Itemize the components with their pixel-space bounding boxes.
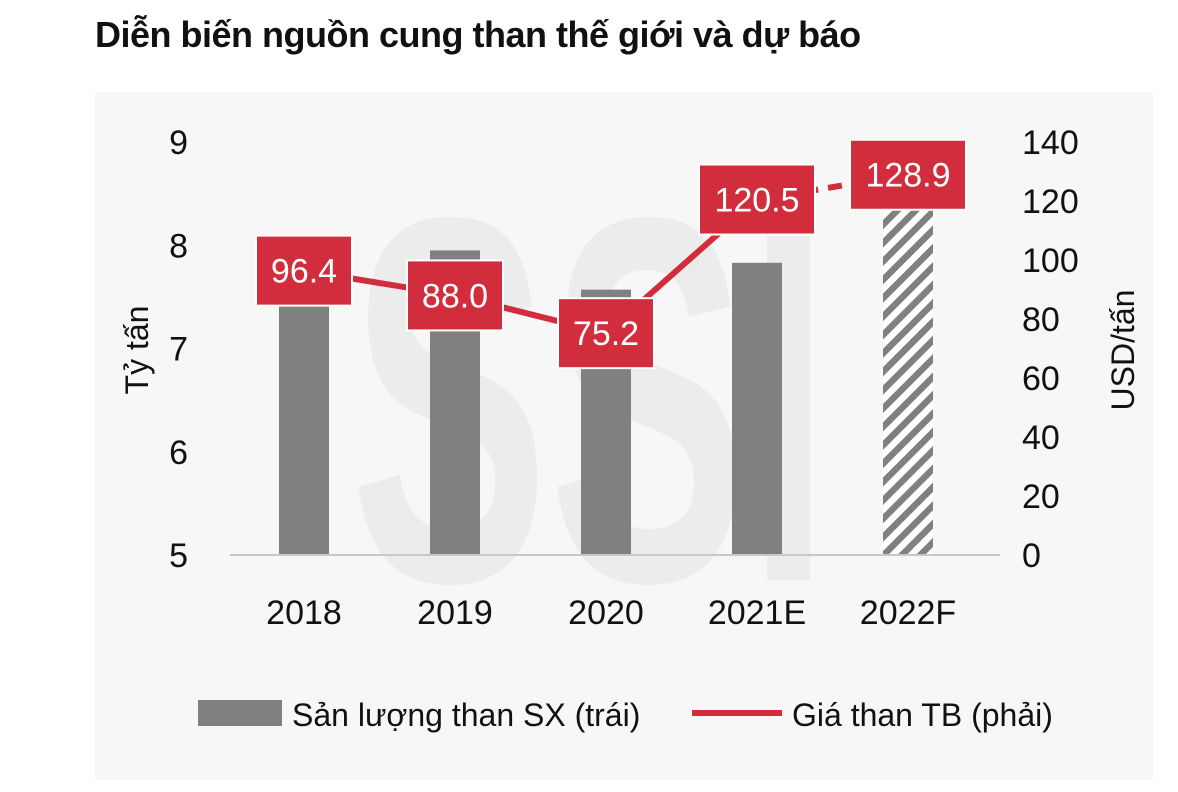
- left-tick-label: 7: [169, 331, 188, 369]
- data-label-box: [849, 138, 967, 211]
- x-tick-label: 2021E: [708, 594, 806, 632]
- right-tick-label: 140: [1022, 124, 1079, 162]
- x-tick-label: 2022F: [860, 594, 956, 632]
- x-tick-label: 2020: [568, 594, 644, 632]
- data-label: 96.4: [271, 253, 337, 291]
- right-tick-label: 20: [1022, 478, 1060, 516]
- x-axis-ticks: 2018 2019 2020 2021E 2022F: [266, 594, 956, 632]
- right-tick-label: 40: [1022, 419, 1060, 457]
- legend-line-label: Giá than TB (phải): [792, 697, 1053, 733]
- data-label: 75.2: [573, 315, 639, 353]
- chart-title: Diễn biến nguồn cung than thế giới và dự…: [95, 14, 861, 55]
- legend-bar-label: Sản lượng than SX (trái): [292, 697, 640, 733]
- data-label: 120.5: [714, 182, 799, 220]
- bar-series: [279, 201, 933, 555]
- line-series: 96.4 88.0 75.2 120.5 128.9: [255, 138, 967, 370]
- left-axis-ticks: 9 8 7 6 5: [169, 124, 188, 575]
- left-axis-title: Tỷ tấn: [119, 306, 155, 395]
- legend-bar-swatch: [198, 700, 282, 726]
- data-label-box: [255, 234, 353, 307]
- right-tick-label: 60: [1022, 360, 1060, 398]
- right-tick-label: 100: [1022, 242, 1079, 280]
- left-tick-label: 8: [169, 227, 188, 265]
- left-tick-label: 9: [169, 124, 188, 162]
- right-tick-label: 0: [1022, 537, 1041, 575]
- data-label-box: [406, 259, 504, 332]
- right-tick-label: 120: [1022, 183, 1079, 221]
- legend: Sản lượng than SX (trái) Giá than TB (ph…: [198, 697, 1053, 733]
- left-tick-label: 5: [169, 537, 188, 575]
- x-tick-label: 2018: [266, 594, 342, 632]
- data-label: 128.9: [865, 157, 950, 195]
- bar-2021E: [732, 262, 782, 555]
- data-label-box: [698, 163, 816, 236]
- right-axis-title: USD/tấn: [1105, 290, 1141, 411]
- bar-2018: [279, 260, 329, 555]
- data-label: 88.0: [422, 277, 488, 315]
- left-tick-label: 6: [169, 434, 188, 472]
- right-axis-ticks: 140 120 100 80 60 40 20 0: [1022, 124, 1079, 575]
- right-tick-label: 80: [1022, 301, 1060, 339]
- x-tick-label: 2019: [417, 594, 493, 632]
- bar-2022F: [883, 201, 933, 555]
- data-label-box: [557, 297, 655, 370]
